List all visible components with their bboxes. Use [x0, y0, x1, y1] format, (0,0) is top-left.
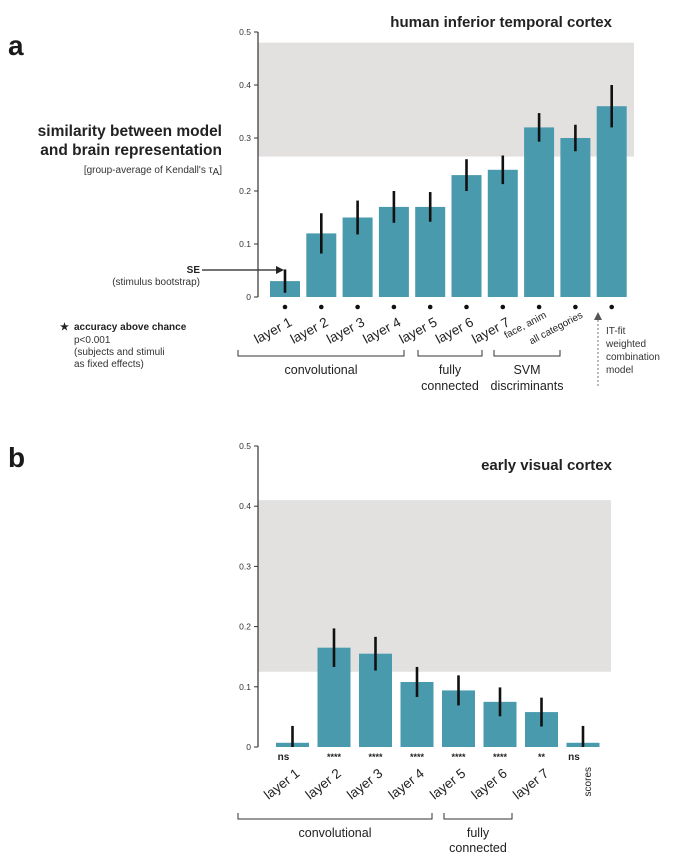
y-tick-label: 0.4 [239, 80, 251, 90]
y-tick-label: 0.2 [239, 622, 251, 632]
bar [487, 169, 518, 297]
category-label: scores [583, 767, 594, 796]
bar [596, 106, 627, 297]
side-title-line2: and brain representation [40, 142, 222, 159]
significance-dot-icon [427, 304, 433, 310]
panel-b-title: early visual cortex [481, 457, 613, 474]
group-fully-a: fully [439, 363, 462, 377]
se-label: SE [187, 265, 201, 276]
y-tick-label: 0.5 [239, 441, 251, 451]
group-svm-a: SVM [513, 363, 540, 377]
significance-stars: **** [493, 752, 508, 762]
significance-stars: **** [368, 752, 383, 762]
category-label: layer 5 [397, 314, 440, 346]
group-fully-b: fully [467, 826, 490, 840]
itfit-line-2: weighted [605, 339, 646, 350]
group-convolutional-b: convolutional [299, 826, 372, 840]
itfit-line-4: model [606, 365, 633, 376]
significance-dot-icon [355, 304, 360, 310]
group-convolutional-a: convolutional [285, 363, 358, 377]
side-subtitle-main: [group-average of Kendall's τ [84, 165, 213, 176]
y-tick-label: 0.3 [239, 133, 251, 143]
panel-b-letter: b [8, 442, 25, 473]
accuracy-title: accuracy above chance [74, 322, 187, 333]
bracket-fully-connected-b [443, 813, 513, 820]
panel-b-group-brackets: convolutional fully connected [237, 813, 513, 855]
panel-a-letter: a [8, 30, 24, 61]
panel-a-title: human inferior temporal cortex [390, 14, 612, 31]
side-subtitle: [group-average of Kendall's τA] [84, 165, 222, 178]
category-label: layer 6 [469, 766, 510, 803]
se-detail: (stimulus bootstrap) [112, 277, 200, 288]
significance-dot-icon [536, 304, 542, 310]
side-subtitle-end: ] [219, 165, 222, 176]
y-tick-label: 0.1 [239, 239, 251, 249]
ns-label: ns [568, 752, 580, 763]
y-tick-label: 0.3 [239, 561, 251, 571]
panel-a-group-brackets: convolutional fully connected SVM discri… [237, 350, 564, 393]
category-label: layer 5 [427, 766, 468, 803]
y-tick-label: 0.5 [239, 27, 251, 37]
significance-dot-icon [573, 304, 578, 310]
significance-dot-icon [609, 304, 614, 310]
category-label: layer 4 [386, 765, 428, 802]
bracket-convolutional-b [237, 813, 433, 820]
bar [560, 138, 591, 297]
category-label: layer 1 [252, 314, 295, 346]
bracket-convolutional-a [237, 350, 405, 357]
group-connected-a: connected [421, 379, 479, 393]
category-label: layer 3 [324, 314, 367, 346]
significance-stars: **** [327, 752, 342, 762]
itfit-line-1: IT-fit [606, 326, 626, 337]
category-label: layer 6 [433, 314, 476, 346]
y-tick-label: 0 [246, 292, 251, 302]
bracket-svm-a [493, 350, 561, 357]
significance-dot-icon [282, 304, 288, 310]
significance-stars: ** [538, 752, 546, 762]
significance-dot-icon [464, 304, 469, 310]
category-label: layer 4 [360, 314, 403, 346]
accuracy-line-1: p<0.001 [74, 335, 111, 346]
significance-dot-icon [500, 304, 506, 310]
significance-dot-icon [319, 304, 324, 310]
se-arrowhead-icon [276, 266, 284, 274]
bracket-fully-connected-a [417, 350, 483, 357]
bar [524, 127, 555, 298]
noise-ceiling-band [258, 42, 634, 157]
accuracy-line-3: as fixed effects) [74, 359, 144, 370]
group-connected-b: connected [449, 841, 507, 855]
itfit-line-3: combination [606, 352, 660, 363]
bar [451, 175, 482, 297]
accuracy-line-2: (subjects and stimuli [74, 347, 165, 358]
accuracy-marker-icon: ★ [60, 322, 69, 333]
group-discriminants-a: discriminants [491, 379, 564, 393]
itfit-arrowhead-icon [594, 312, 602, 320]
significance-stars: **** [451, 752, 466, 762]
y-tick-label: 0 [246, 742, 251, 752]
category-label: layer 2 [288, 314, 331, 346]
category-label: layer 3 [344, 766, 385, 803]
y-tick-label: 0.1 [239, 682, 251, 692]
significance-stars: **** [410, 752, 425, 762]
ns-label: ns [278, 752, 290, 763]
y-tick-label: 0.2 [239, 186, 251, 196]
noise-ceiling-band [258, 500, 611, 672]
category-label: layer 2 [303, 766, 344, 803]
significance-dot-icon [391, 304, 397, 310]
category-label: layer 1 [261, 766, 302, 803]
bar [415, 206, 446, 297]
side-title-line1: similarity between model [38, 123, 222, 140]
category-label: layer 7 [510, 766, 551, 803]
y-tick-label: 0.4 [239, 501, 251, 511]
side-subtitle-sub: A [213, 167, 220, 178]
